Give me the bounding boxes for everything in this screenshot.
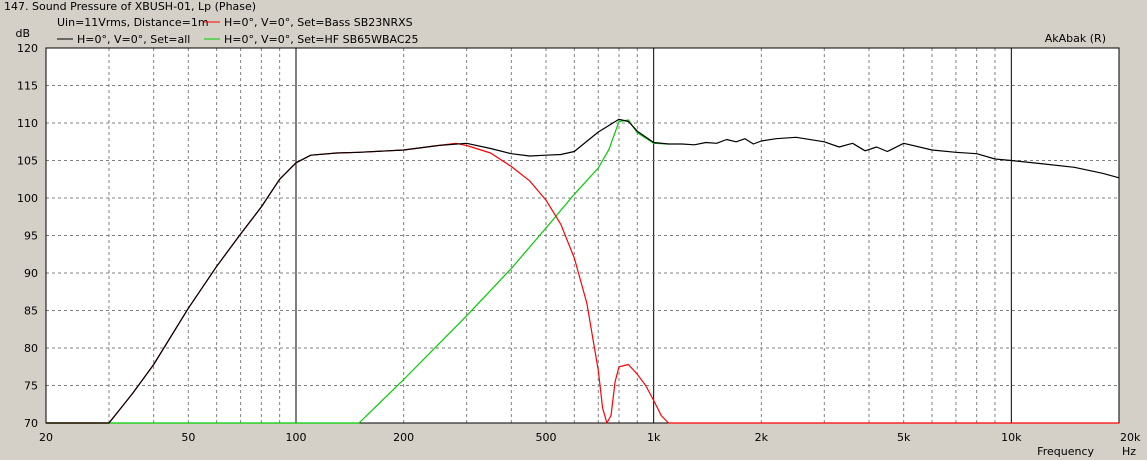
y-tick-label: 120 xyxy=(17,42,38,55)
x-tick-label: 500 xyxy=(535,431,556,444)
y-tick-label: 110 xyxy=(17,117,38,130)
legend-label: H=0°, V=0°, Set=all xyxy=(77,33,190,46)
y-tick-label: 90 xyxy=(24,267,38,280)
x-tick-label: 1k xyxy=(647,431,661,444)
y-tick-label: 75 xyxy=(24,380,38,393)
y-tick-label: 70 xyxy=(24,417,38,430)
brand-label: AkAbak (R) xyxy=(1045,32,1106,45)
x-tick-label: 50 xyxy=(181,431,195,444)
y-tick-label: 95 xyxy=(24,230,38,243)
legend-label: H=0°, V=0°, Set=Bass SB23NRXS xyxy=(224,16,413,29)
series-line xyxy=(46,119,669,424)
y-tick-label: 85 xyxy=(24,305,38,318)
x-tick-label: 5k xyxy=(897,431,911,444)
x-unit-label: Hz xyxy=(1122,445,1136,458)
x-tick-label: 20k xyxy=(1120,431,1141,444)
series-line xyxy=(46,118,1120,424)
plot-frame xyxy=(45,47,1120,424)
y-tick-label: 100 xyxy=(17,192,38,205)
x-tick-label: 20 xyxy=(39,431,53,444)
x-tick-label: 10k xyxy=(1001,431,1022,444)
x-axis-label: Frequency xyxy=(1037,445,1094,458)
x-tick-label: 200 xyxy=(393,431,414,444)
y-tick-label: 115 xyxy=(17,80,38,93)
x-tick-label: 2k xyxy=(755,431,769,444)
y-unit-label: dB xyxy=(15,27,30,40)
x-tick-label: 100 xyxy=(285,431,306,444)
y-tick-label: 105 xyxy=(17,155,38,168)
y-tick-label: 80 xyxy=(24,342,38,355)
measurement-info: Uin=11Vrms, Distance=1m xyxy=(57,16,209,29)
legend-label: H=0°, V=0°, Set=HF SB65WBAC25 xyxy=(224,33,419,46)
window-title: 147. Sound Pressure of XBUSH-01, Lp (Pha… xyxy=(4,0,257,13)
